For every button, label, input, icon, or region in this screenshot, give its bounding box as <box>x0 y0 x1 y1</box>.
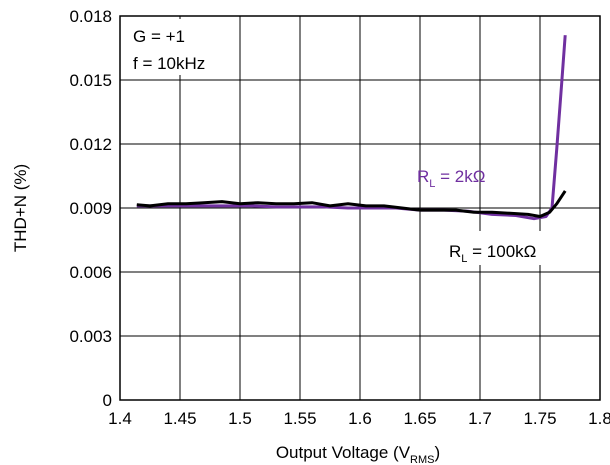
y-tick-label: 0.009 <box>69 199 112 218</box>
x-tick-label: 1.5 <box>228 409 252 428</box>
x-tick-label: 1.55 <box>283 409 316 428</box>
series-line-100k <box>136 190 567 218</box>
annotation-box <box>123 19 233 75</box>
x-axis-label-sub: RMS <box>410 454 434 465</box>
x-tick-labels: 1.4 1.45 1.5 1.55 1.6 1.65 1.7 1.75 1.8 <box>108 409 610 428</box>
x-axis-label-main: Output Voltage (V <box>276 443 411 462</box>
y-tick-label: 0 <box>103 391 112 410</box>
plot-frame <box>119 15 601 401</box>
series-label-2k-r: R <box>417 167 429 186</box>
series-layer <box>136 35 567 221</box>
series-label-100k-rest: = 100kΩ <box>467 242 536 261</box>
x-tick-label: 1.7 <box>468 409 492 428</box>
series-label-2k: RL = 2kΩ <box>417 167 485 190</box>
x-tick-label: 1.75 <box>523 409 556 428</box>
x-tick-label: 1.45 <box>163 409 196 428</box>
x-tick-label: 1.8 <box>588 409 610 428</box>
series-label-100k-sub: L <box>461 253 467 265</box>
y-tick-label: 0.018 <box>69 7 112 26</box>
y-tick-labels: 0 0.003 0.006 0.009 0.012 0.015 0.018 <box>69 7 112 410</box>
annotation-frequency: f = 10kHz <box>133 54 205 73</box>
series-label-2k-rest: = 2kΩ <box>435 167 485 186</box>
x-axis-label: Output Voltage (VRMS) <box>276 443 440 465</box>
x-tick-label: 1.6 <box>348 409 372 428</box>
series-label-100k-bg <box>446 231 570 265</box>
y-tick-label: 0.015 <box>69 71 112 90</box>
series-label-100k: RL = 100kΩ <box>449 242 536 265</box>
x-tick-label: 1.65 <box>403 409 436 428</box>
y-axis-label: THD+N (%) <box>11 164 30 252</box>
y-tick-label: 0.012 <box>69 135 112 154</box>
y-tick-label: 0.006 <box>69 263 112 282</box>
y-tick-label: 0.003 <box>69 327 112 346</box>
series-label-2k-sub: L <box>429 178 435 190</box>
x-axis-label-end: ) <box>434 443 440 462</box>
x-tick-label: 1.4 <box>108 409 132 428</box>
series-label-100k-r: R <box>449 242 461 261</box>
annotation-gain: G = +1 <box>133 27 185 46</box>
